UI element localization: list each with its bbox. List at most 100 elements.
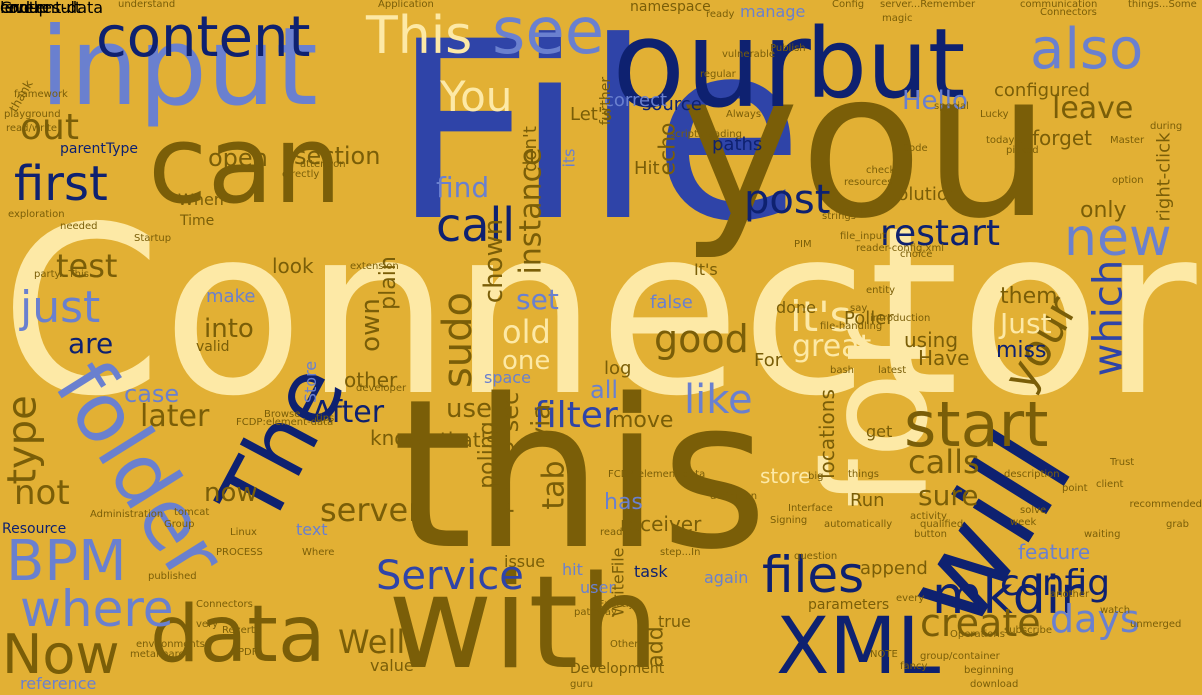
word-beginning: beginning <box>964 665 1014 676</box>
word-its-apos: it's <box>790 292 852 341</box>
word-create: create <box>920 601 1041 645</box>
word-resource: Resource <box>2 521 67 537</box>
word-but: but <box>806 8 966 120</box>
word-tips: tips <box>316 413 335 424</box>
word-this-cap: This <box>366 6 473 66</box>
word-open: open <box>208 144 268 172</box>
word-ready: ready <box>706 9 735 20</box>
word-note: NOTE <box>870 649 898 660</box>
word-store-cap: Store <box>301 360 321 404</box>
word-fcdp-element-data: FCDP:element-data <box>236 417 334 428</box>
word-data: data <box>150 590 326 680</box>
word-for-cap: For <box>754 350 783 371</box>
word-very: very <box>196 619 219 630</box>
word-true: true <box>658 612 691 631</box>
word-feature: feature <box>1018 540 1091 564</box>
word-interface: Interface <box>788 503 833 514</box>
word-grab: grab <box>1166 519 1189 530</box>
word-issue: issue <box>504 552 546 571</box>
word-start: start <box>904 388 1049 461</box>
word-old: old <box>502 313 551 351</box>
word-choice: choice <box>900 249 933 260</box>
word-other: other <box>344 368 398 392</box>
word-master: Master <box>1110 135 1145 146</box>
word-directly: directly <box>282 169 320 180</box>
word-published: published <box>148 571 197 582</box>
word-sure: sure <box>918 479 979 512</box>
word-always: Always <box>726 109 762 120</box>
word-time: Time <box>180 213 215 229</box>
word-step-in: step...In <box>660 547 701 558</box>
word-where: where <box>20 580 174 638</box>
word-trust: Trust <box>1110 457 1135 468</box>
word-pim: PIM <box>794 239 812 250</box>
word-bash: bash <box>830 365 855 376</box>
word-button: button <box>914 529 947 540</box>
word-every: every <box>896 593 925 604</box>
word-miss: miss <box>996 338 1047 363</box>
word-end-result: end-result <box>0 0 82 17</box>
word-sec: sec <box>496 391 525 433</box>
word-source: source <box>642 94 702 115</box>
word-parenttype: parentType <box>60 141 139 157</box>
word-receiver: receiver <box>620 512 702 536</box>
word-now-lower: now <box>204 478 258 508</box>
word-correct: correct <box>604 90 668 111</box>
word-text: text <box>296 520 328 539</box>
word-big: big <box>808 471 824 482</box>
word-during: during <box>1150 121 1183 132</box>
word-guru: guru <box>570 679 594 690</box>
word-mkdir: mkdir <box>932 566 1082 626</box>
word-definition: definition <box>710 491 758 502</box>
word-just: just <box>20 282 101 333</box>
word-add: add <box>643 626 669 668</box>
word-store: store <box>760 464 811 488</box>
word-waiting: waiting <box>1084 529 1121 540</box>
word-know: know <box>370 426 423 450</box>
word-file-handling: file-handling <box>820 321 883 332</box>
word-things-some: things...Some <box>1128 0 1197 10</box>
word-user: user <box>580 578 615 597</box>
word-activity: activity <box>910 511 947 522</box>
word-metalmare: metalmare <box>130 649 185 660</box>
word-client: client <box>1096 479 1124 490</box>
word-description: description <box>1004 469 1060 480</box>
word-chown: chown <box>479 218 510 304</box>
word-scripts: scripts <box>670 129 704 140</box>
word-which: which <box>1085 259 1132 377</box>
word-valid: valid <box>196 339 230 355</box>
word-append: append <box>860 558 928 579</box>
word-call: call <box>436 198 516 252</box>
word-value: value <box>370 656 414 675</box>
word-great: great <box>792 329 872 364</box>
word-task: task <box>634 562 668 581</box>
word-group-2: Group <box>0 0 49 17</box>
word-good: good <box>654 317 749 361</box>
word-via: via <box>526 403 557 443</box>
word-server-remember: server...Remember <box>880 0 976 10</box>
word-solution: solution <box>888 184 960 205</box>
word-tomcat: tomcat <box>174 507 210 518</box>
word-playground: playground <box>4 109 61 120</box>
word-download: download <box>970 679 1019 690</box>
word-its-cap: It's <box>694 260 718 279</box>
word-browse: Browse <box>264 409 301 420</box>
word-communication: communication <box>1020 0 1098 10</box>
word-with: with <box>388 549 660 695</box>
word-subscribe: subscribe <box>1004 625 1052 636</box>
word-content-data: content-data <box>0 0 104 17</box>
word-case: case <box>124 380 180 408</box>
word-regular: regular <box>700 69 736 80</box>
word-see: see <box>492 0 605 69</box>
word-namespace: namespace <box>630 0 711 15</box>
word-picked: picked <box>1006 145 1039 156</box>
word-config-cap: Config <box>832 0 865 10</box>
word-them: them <box>1000 284 1058 309</box>
word-lucky: Lucky <box>980 109 1009 120</box>
word-qualified: qualified <box>920 519 964 530</box>
word-all: all <box>590 376 619 404</box>
word-now: Now <box>2 623 120 686</box>
word-week: week <box>1010 517 1037 528</box>
word-calls: calls <box>908 443 980 481</box>
word-todays: today's <box>986 135 1023 146</box>
